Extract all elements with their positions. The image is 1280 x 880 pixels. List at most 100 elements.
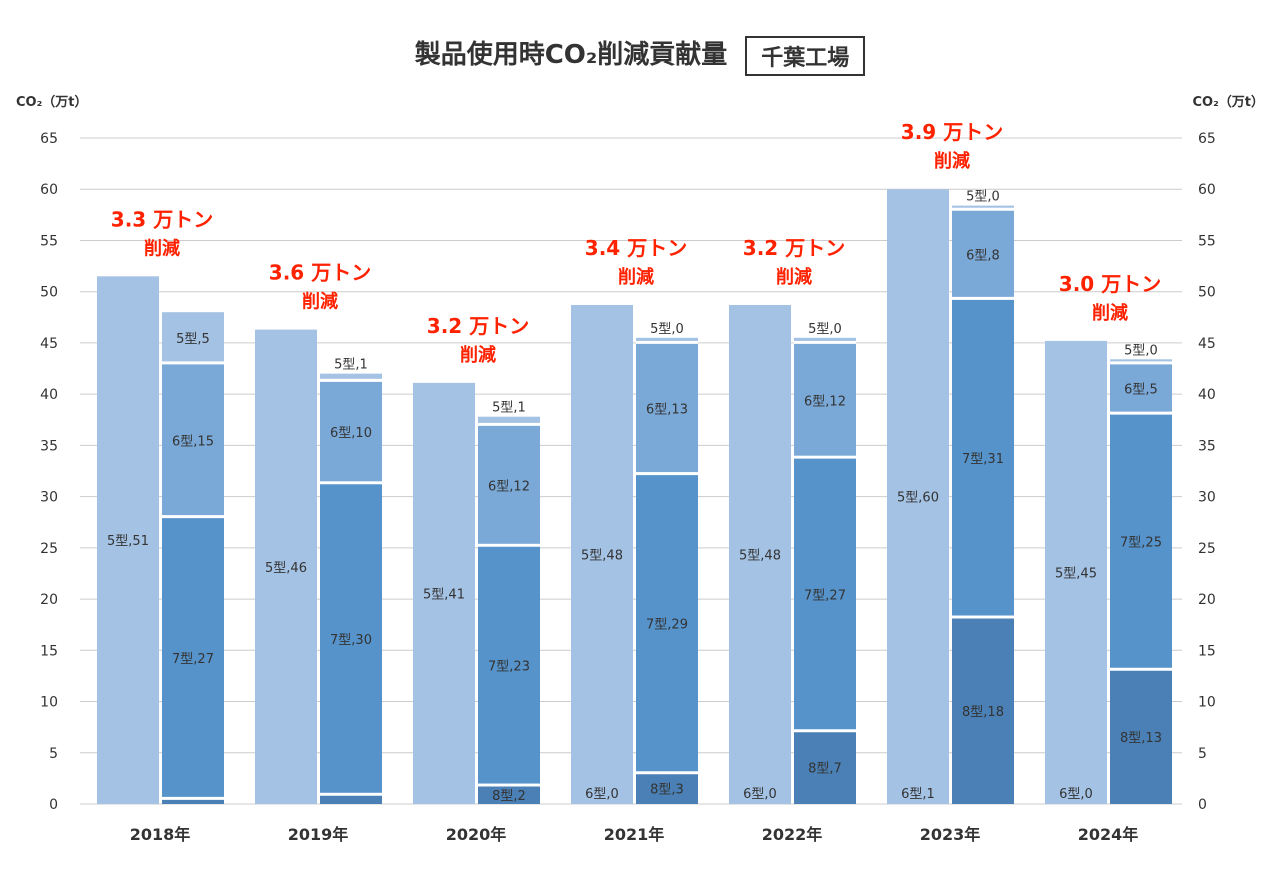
bar-segment-5型	[636, 337, 698, 341]
y-tick-label-left: 60	[40, 182, 58, 198]
bar-left-5型	[1045, 340, 1107, 804]
y-tick-label-right: 10	[1198, 695, 1216, 711]
bar-left-5型	[413, 382, 475, 804]
y-tick-label-right: 40	[1198, 387, 1216, 403]
chart-title: 製品使用時CO₂削減貢献量 千葉工場	[0, 34, 1280, 76]
bar-label: 7型,27	[804, 588, 846, 603]
bar-label: 6型,15	[172, 434, 214, 449]
bar-segment-7型	[636, 474, 698, 772]
bar-segment-8型	[1110, 669, 1172, 804]
y-tick-label-right: 65	[1198, 131, 1216, 147]
bar-label: 7型,29	[646, 618, 688, 633]
bar-label: 6型,1	[901, 787, 935, 802]
bar-label: 5型,46	[265, 561, 307, 576]
y-tick-label-right: 5	[1198, 746, 1207, 762]
bar-segment-7型	[794, 457, 856, 730]
y-tick-label-left: 30	[40, 490, 58, 506]
bar-left-5型	[255, 329, 317, 804]
bar-label: 5型,48	[581, 549, 623, 564]
bar-label: 5型,0	[650, 322, 684, 337]
reduction-annotation-sub: 削減	[776, 266, 812, 288]
y-tick-label-right: 30	[1198, 490, 1216, 506]
bar-segment-5型	[162, 312, 224, 362]
reduction-annotation-sub: 削減	[1092, 302, 1128, 324]
bar-segment-6型	[636, 342, 698, 473]
bar-segment-5型	[478, 416, 540, 423]
bar-label: 7型,27	[172, 652, 214, 667]
reduction-annotation-sub: 削減	[460, 344, 496, 366]
bar-label: 5型,0	[808, 322, 842, 337]
bar-label: 5型,0	[1124, 343, 1158, 358]
bar-segment-6型	[478, 424, 540, 544]
y-tick-label-right: 50	[1198, 285, 1216, 301]
x-tick-label: 2018年	[130, 825, 191, 844]
y-axis-label-right: CO₂（万t）	[1192, 94, 1264, 110]
y-tick-label-left: 10	[40, 695, 58, 711]
bar-segment-7型	[478, 545, 540, 784]
bar-label: 7型,31	[962, 452, 1004, 467]
bar-label: 6型,5	[1124, 383, 1158, 398]
reduction-annotation: 3.0 万トン	[1059, 272, 1161, 296]
bar-label: 6型,8	[966, 248, 1000, 263]
bar-label: 7型,25	[1120, 536, 1162, 551]
y-tick-label-left: 45	[40, 336, 58, 352]
bar-left-5型	[571, 305, 633, 804]
bar-segment-8型	[952, 617, 1014, 804]
y-tick-label-left: 50	[40, 285, 58, 301]
reduction-annotation: 3.4 万トン	[585, 236, 687, 260]
bar-label: 6型,0	[743, 787, 777, 802]
bar-label: 5型,51	[107, 534, 149, 549]
y-tick-label-right: 60	[1198, 182, 1216, 198]
bar-label: 5型,5	[176, 332, 210, 347]
reduction-annotation-sub: 削減	[618, 266, 654, 288]
y-tick-label-right: 55	[1198, 233, 1216, 249]
bar-segment-8型	[162, 798, 224, 804]
bar-label: 5型,60	[897, 491, 939, 506]
x-tick-label: 2022年	[762, 825, 823, 844]
y-tick-label-left: 0	[49, 797, 58, 813]
bar-label: 8型,2	[492, 789, 526, 804]
bar-segment-5型	[794, 337, 856, 341]
bar-segment-7型	[320, 483, 382, 793]
bar-label: 5型,48	[739, 549, 781, 564]
y-tick-label-left: 15	[40, 643, 58, 659]
x-tick-label: 2023年	[920, 825, 981, 844]
bar-segment-5型	[952, 205, 1014, 208]
bar-label: 6型,13	[646, 402, 688, 417]
y-tick-label-left: 55	[40, 233, 58, 249]
bar-label: 6型,12	[488, 479, 530, 494]
reduction-annotation-sub: 削減	[302, 291, 338, 313]
bar-segment-5型	[320, 373, 382, 379]
bar-label: 8型,18	[962, 705, 1004, 720]
reduction-annotation: 3.2 万トン	[743, 236, 845, 260]
bar-label: 5型,1	[492, 401, 526, 416]
reduction-annotation: 3.9 万トン	[901, 120, 1003, 144]
bar-label: 7型,30	[330, 633, 372, 648]
bar-label: 8型,3	[650, 783, 684, 798]
bar-label: 5型,0	[966, 190, 1000, 205]
reduction-annotation: 3.2 万トン	[427, 314, 529, 338]
y-tick-label-right: 20	[1198, 592, 1216, 608]
y-tick-label-right: 25	[1198, 541, 1216, 557]
x-tick-label: 2024年	[1078, 825, 1139, 844]
bar-label: 5型,45	[1055, 566, 1097, 581]
y-tick-label-right: 35	[1198, 438, 1216, 454]
y-tick-label-left: 35	[40, 438, 58, 454]
bar-label: 6型,10	[330, 426, 372, 441]
y-tick-label-right: 0	[1198, 797, 1207, 813]
reduction-annotation-sub: 削減	[144, 237, 180, 259]
reduction-annotation: 3.3 万トン	[111, 207, 213, 231]
bar-segment-6型	[162, 363, 224, 516]
bar-segment-8型	[320, 794, 382, 804]
bar-label: 8型,13	[1120, 731, 1162, 746]
reduction-annotation-sub: 削減	[934, 150, 970, 172]
y-tick-label-left: 40	[40, 387, 58, 403]
bar-left-5型	[729, 305, 791, 804]
bar-label: 8型,7	[808, 762, 842, 777]
y-tick-label-left: 65	[40, 131, 58, 147]
y-tick-label-right: 15	[1198, 643, 1216, 659]
bar-label: 5型,41	[423, 587, 465, 602]
y-tick-label-left: 5	[49, 746, 58, 762]
